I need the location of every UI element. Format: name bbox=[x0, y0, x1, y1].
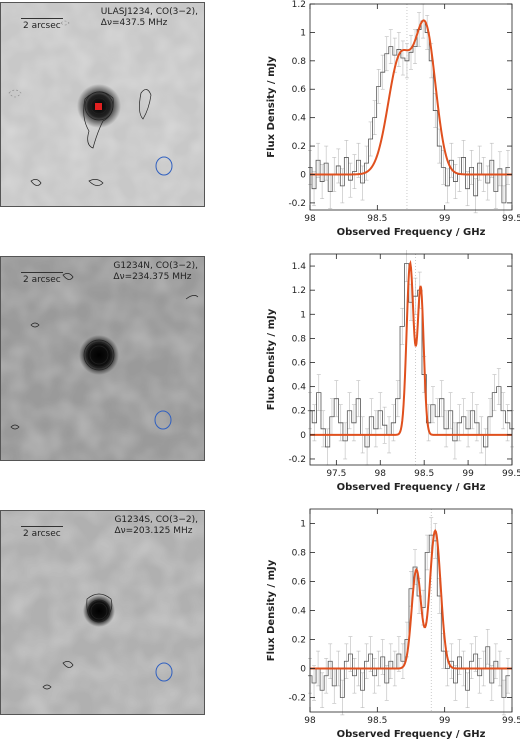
y-tick-label: 0 bbox=[300, 170, 306, 180]
map-image-ulasj1234: 2 arcsec ULASJ1234, CO(3−2), Δν=437.5 MH… bbox=[0, 2, 205, 207]
y-tick-label: 0.4 bbox=[292, 114, 307, 124]
x-tick-label: 98 bbox=[304, 214, 316, 224]
model-fit-line bbox=[310, 19, 512, 176]
y-tick-label: 0.4 bbox=[292, 607, 307, 617]
map-background bbox=[1, 3, 204, 206]
scale-label: 2 arcsec bbox=[23, 529, 61, 539]
panel-row-2: 2 arcsec G1234N, CO(3−2), Δν=234.375 MHz… bbox=[0, 250, 520, 495]
scale-bar bbox=[21, 272, 63, 273]
spectrum-line bbox=[307, 20, 510, 204]
y-tick-label: 1 bbox=[300, 28, 306, 38]
x-axis-label: Observed Frequency / GHz bbox=[337, 729, 486, 740]
scale-bar bbox=[21, 526, 63, 527]
contours bbox=[30, 89, 152, 186]
map-background bbox=[1, 511, 204, 714]
x-tick-label: 99.5 bbox=[502, 716, 520, 726]
y-tick-label: 1.2 bbox=[292, 286, 306, 296]
y-tick-label: 1.4 bbox=[292, 262, 307, 272]
x-tick-label: 98 bbox=[304, 716, 316, 726]
map-title-line-1: ULASJ1234, CO(3−2), bbox=[100, 7, 198, 17]
source-marker bbox=[95, 103, 102, 110]
y-tick-label: -0.2 bbox=[288, 199, 306, 209]
y-tick-label: 0.8 bbox=[292, 57, 307, 67]
y-tick-label: 0.4 bbox=[292, 383, 307, 393]
source-blob bbox=[79, 335, 119, 375]
beam-ellipse bbox=[155, 156, 173, 176]
map-title: ULASJ1234, CO(3−2), Δν=437.5 MHz bbox=[101, 7, 198, 29]
y-axis-label: Flux Density / mJy bbox=[266, 56, 277, 158]
spectrum-chart-2: 97.5 98 98.5 99 99.5 -0.2 0 0.2 0.4 0.6 0.8 1 1.2 1.4… bbox=[266, 250, 520, 493]
map-image-g1234n: 2 arcsec G1234N, CO(3−2), Δν=234.375 MHz bbox=[0, 256, 205, 461]
panel-row-3: 2 arcsec G1234S, CO(3−2), Δν=203.125 MHz… bbox=[0, 505, 520, 750]
y-tick-label: 1 bbox=[300, 520, 306, 530]
y-tick-label: 0.6 bbox=[292, 85, 307, 95]
scale-label: 2 arcsec bbox=[23, 21, 61, 31]
plot-frame bbox=[309, 253, 513, 466]
y-tick-label: 0.6 bbox=[292, 359, 307, 369]
y-tick-label: 0.8 bbox=[292, 334, 307, 344]
map-title-line-1: G1234N, CO(3−2), bbox=[113, 261, 198, 271]
map-background bbox=[1, 257, 204, 460]
contours bbox=[10, 273, 199, 430]
y-tick-label: 1.2 bbox=[292, 0, 306, 10]
scale-bar bbox=[21, 18, 63, 19]
y-axis-label: Flux Density / mJy bbox=[266, 559, 277, 661]
map-image-g1234s: 2 arcsec G1234S, CO(3−2), Δν=203.125 MHz bbox=[0, 510, 205, 715]
model-fit-line bbox=[310, 528, 512, 670]
spectrum-chart-1: 98 98.5 99 99.5 -0.2 0 0.2 0.4 0.6 0.8 1 1.2 Observe… bbox=[266, 0, 520, 238]
y-tick-label: 0 bbox=[300, 665, 306, 675]
spectrum-line bbox=[307, 263, 515, 448]
map-title: G1234N, CO(3−2), Δν=234.375 MHz bbox=[113, 261, 198, 283]
y-tick-label: -0.2 bbox=[288, 694, 306, 704]
beam-ellipse bbox=[155, 662, 173, 682]
map-title-line-2: Δν=234.375 MHz bbox=[113, 272, 192, 282]
x-tick-label: 99.5 bbox=[502, 469, 520, 479]
y-axis-label: Flux Density / mJy bbox=[266, 308, 277, 410]
x-tick-label: 99 bbox=[439, 214, 451, 224]
y-tick-label: 0.6 bbox=[292, 578, 307, 588]
x-tick-label: 98 bbox=[375, 469, 387, 479]
y-tick-label: 1 bbox=[300, 310, 306, 320]
contours bbox=[42, 593, 113, 690]
x-axis-label: Observed Frequency / GHz bbox=[337, 482, 486, 493]
spectrum-chart-3: 98 98.5 99 99.5 -0.2 0 0.2 0.4 0.6 0.8 1 Observed F… bbox=[266, 508, 520, 740]
x-tick-label: 97.5 bbox=[326, 469, 346, 479]
panel-row-1: 2 arcsec ULASJ1234, CO(3−2), Δν=437.5 MH… bbox=[0, 0, 520, 245]
y-tick-label: -0.2 bbox=[288, 455, 306, 465]
x-axis-label: Observed Frequency / GHz bbox=[337, 227, 486, 238]
x-tick-label: 98.5 bbox=[367, 214, 387, 224]
scale-label: 2 arcsec bbox=[23, 275, 61, 285]
x-tick-label: 98.5 bbox=[367, 716, 387, 726]
spectrum-data bbox=[307, 3, 510, 221]
map-title-line-2: Δν=203.125 MHz bbox=[114, 526, 193, 536]
map-title-line-2: Δν=437.5 MHz bbox=[100, 18, 168, 28]
y-tick-label: 0.2 bbox=[292, 142, 306, 152]
beam-ellipse bbox=[154, 410, 172, 430]
plot-frame bbox=[309, 3, 513, 211]
x-tick-label: 99 bbox=[462, 469, 474, 479]
spectrum-data bbox=[307, 517, 510, 716]
spectrum-line bbox=[307, 534, 510, 698]
y-tick-label: 0.8 bbox=[292, 549, 307, 559]
y-tick-label: 0 bbox=[300, 431, 306, 441]
model-fit-line bbox=[310, 259, 512, 436]
map-title: G1234S, CO(3−2), Δν=203.125 MHz bbox=[114, 515, 198, 537]
x-tick-label: 99.5 bbox=[502, 214, 520, 224]
x-tick-label: 98.5 bbox=[414, 469, 434, 479]
y-tick-label: 0.2 bbox=[292, 636, 306, 646]
y-tick-label: 0.2 bbox=[292, 407, 306, 417]
map-title-line-1: G1234S, CO(3−2), bbox=[114, 515, 198, 525]
x-tick-label: 99 bbox=[439, 716, 451, 726]
